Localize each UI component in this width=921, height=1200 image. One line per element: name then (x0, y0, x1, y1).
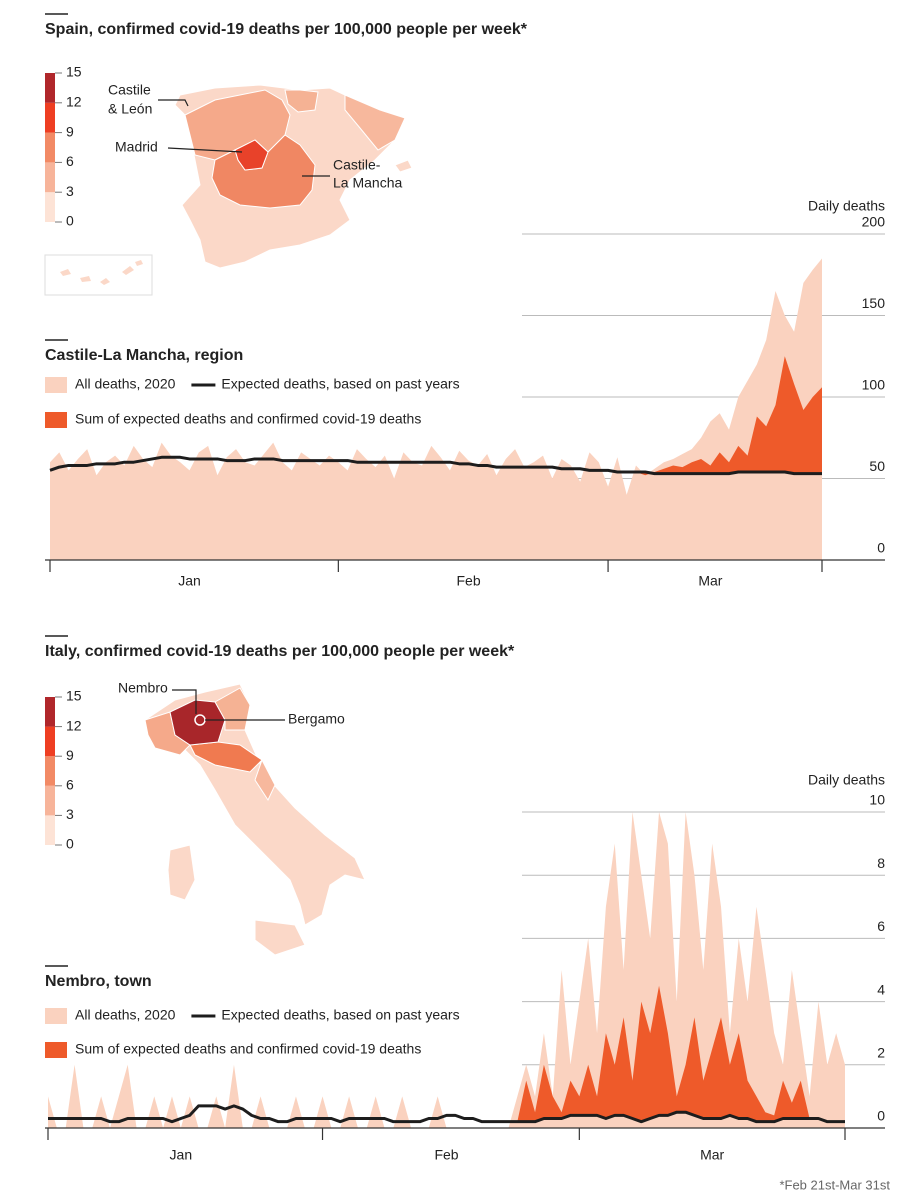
y-axis-label: Daily deaths (808, 772, 885, 788)
scale-label: 9 (66, 123, 74, 139)
scale-segment (45, 132, 55, 163)
map-title: Italy, confirmed covid-19 deaths per 100… (45, 643, 515, 660)
y-tick-label: 0 (877, 1108, 885, 1124)
scale-label: 0 (66, 836, 74, 852)
y-axis-label: Daily deaths (808, 198, 885, 214)
band-area (48, 985, 845, 1122)
map-title: Spain, confirmed covid-19 deaths per 100… (45, 21, 528, 38)
scale-label: 3 (66, 183, 74, 199)
y-tick-label: 10 (869, 792, 885, 808)
scale-label: 3 (66, 806, 74, 822)
scale-segment (45, 192, 55, 222)
x-tick-label: Feb (434, 1147, 458, 1163)
scale-label: 15 (66, 64, 82, 80)
y-tick-label: 100 (862, 377, 886, 393)
scale-segment (45, 697, 55, 727)
chart-title: Castile-La Mancha, region (45, 347, 243, 364)
scale-segment (45, 162, 55, 193)
scale-segment (45, 726, 55, 757)
legend-label: All deaths, 2020 (75, 1007, 176, 1023)
scale-segment (45, 785, 55, 816)
y-tick-label: 0 (877, 540, 885, 556)
y-tick-label: 8 (877, 855, 885, 871)
legend-label: Sum of expected deaths and confirmed cov… (75, 411, 421, 427)
y-tick-label: 200 (862, 214, 886, 230)
legend-swatch (45, 1042, 67, 1058)
y-tick-label: 4 (877, 981, 885, 997)
y-tick-label: 150 (862, 295, 886, 311)
legend-label: Sum of expected deaths and confirmed cov… (75, 1041, 421, 1057)
map-label: & León (108, 101, 152, 117)
x-tick-label: Jan (170, 1147, 193, 1163)
map-label: Castile (108, 82, 151, 98)
y-tick-label: 50 (869, 458, 885, 474)
map-label: Nembro (118, 680, 168, 696)
legend-label: All deaths, 2020 (75, 376, 176, 392)
scale-label: 15 (66, 688, 82, 704)
line (49, 455, 822, 476)
x-tick-label: Feb (456, 573, 480, 589)
legend-swatch (45, 412, 67, 428)
spain-map: Castile & León Madrid Castile- La Mancha (44, 82, 413, 296)
y-tick-label: 2 (877, 1045, 885, 1061)
scale-segment (45, 815, 55, 845)
legend-swatch (45, 1008, 67, 1024)
scale-label: 6 (66, 153, 74, 169)
map-label: La Mancha (333, 175, 402, 191)
map-label: Bergamo (288, 711, 345, 727)
band-area (50, 356, 822, 476)
chart-title: Nembro, town (45, 973, 152, 990)
scale-label: 0 (66, 213, 74, 229)
scale-segment (45, 73, 55, 103)
map-label: Madrid (115, 139, 158, 155)
x-tick-label: Jan (178, 573, 201, 589)
map-label: Castile- (333, 157, 381, 173)
scale-label: 12 (66, 94, 82, 110)
legend-swatch (45, 377, 67, 393)
y-tick-label: 6 (877, 918, 885, 934)
scale-label: 12 (66, 717, 82, 733)
scale-label: 9 (66, 747, 74, 763)
line (48, 1104, 845, 1124)
scale-segment (45, 756, 55, 786)
footnote: *Feb 21st-Mar 31st (779, 1177, 890, 1192)
italy-map: Nembro Bergamo (118, 680, 366, 956)
scale-label: 6 (66, 777, 74, 793)
legend-label: Expected deaths, based on past years (221, 376, 459, 392)
scale-segment (45, 102, 55, 133)
x-tick-label: Mar (700, 1147, 724, 1163)
area (50, 258, 822, 560)
x-tick-label: Mar (698, 573, 722, 589)
legend-label: Expected deaths, based on past years (221, 1007, 459, 1023)
